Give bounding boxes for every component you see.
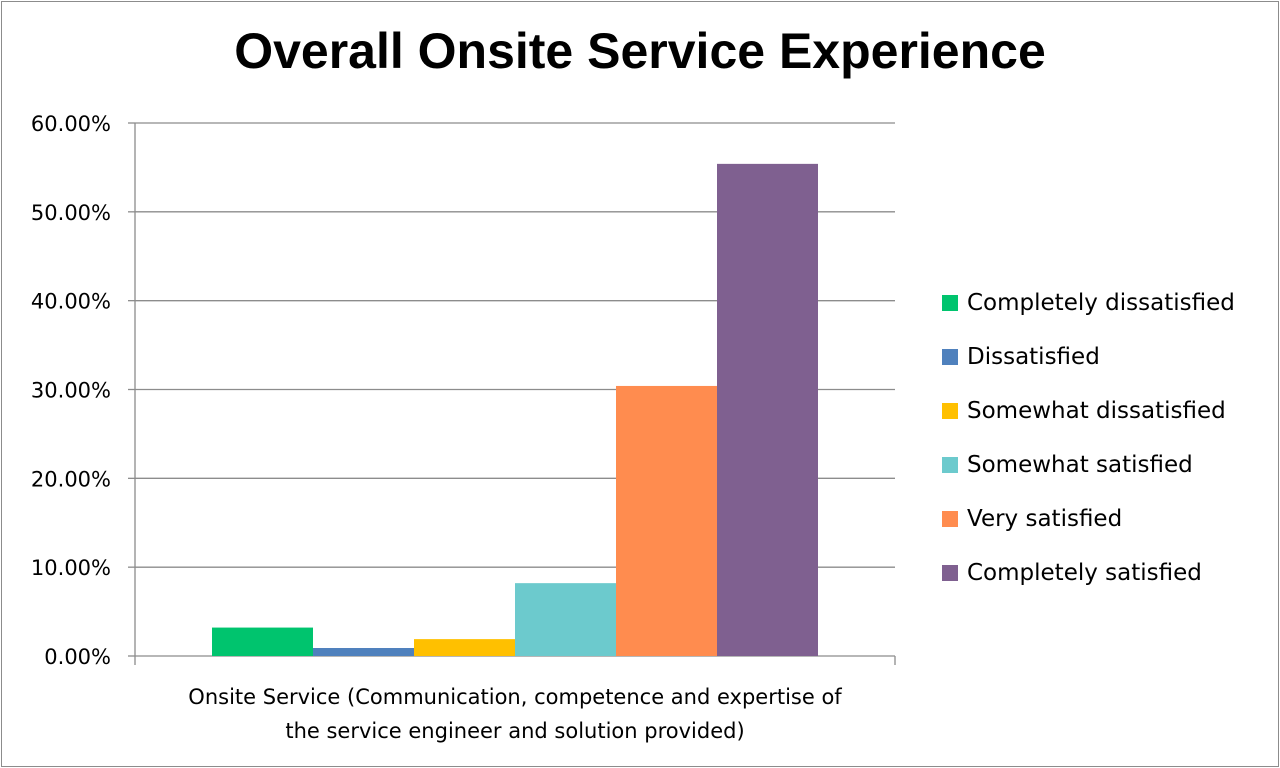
category-axis-label: Onsite Service (Communication, competenc… bbox=[120, 680, 910, 748]
legend-swatch bbox=[942, 565, 958, 581]
legend-item-completely-dissatisfied: Completely dissatisfied bbox=[942, 276, 1272, 330]
y-tick-label: 0.00% bbox=[44, 645, 111, 669]
legend-label: Completely dissatisfied bbox=[967, 290, 1235, 316]
legend-item-somewhat-dissatisfied: Somewhat dissatisfied bbox=[942, 384, 1272, 438]
chart-title: Overall Onsite Service Experience bbox=[234, 23, 1046, 79]
bar-somewhat-dissatisfied bbox=[414, 639, 515, 656]
y-tick-label: 30.00% bbox=[31, 379, 111, 403]
category-label-line-1: Onsite Service (Communication, competenc… bbox=[188, 685, 842, 709]
y-tick-label: 20.00% bbox=[31, 467, 111, 491]
chart-legend: Completely dissatisfied Dissatisfied Somew… bbox=[942, 276, 1272, 600]
legend-label: Completely satisfied bbox=[967, 560, 1202, 586]
bar-completely-satisfied bbox=[717, 163, 818, 656]
legend-swatch bbox=[942, 349, 958, 365]
y-tick-label: 60.00% bbox=[31, 112, 111, 136]
y-tick-label: 50.00% bbox=[31, 201, 111, 225]
legend-item-dissatisfied: Dissatisfied bbox=[942, 330, 1272, 384]
bar-completely-dissatisfied bbox=[212, 627, 313, 656]
bar-very-satisfied bbox=[616, 385, 717, 656]
legend-label: Somewhat dissatisfied bbox=[967, 398, 1226, 424]
y-tick-label: 10.00% bbox=[31, 556, 111, 580]
legend-label: Somewhat satisfied bbox=[967, 452, 1193, 478]
legend-item-very-satisfied: Very satisfied bbox=[942, 492, 1272, 546]
legend-swatch bbox=[942, 403, 958, 419]
legend-item-somewhat-satisfied: Somewhat satisfied bbox=[942, 438, 1272, 492]
category-label-line-2: the service engineer and solution provid… bbox=[285, 719, 745, 743]
legend-item-completely-satisfied: Completely satisfied bbox=[942, 546, 1272, 600]
legend-swatch bbox=[942, 295, 958, 311]
legend-label: Very satisfied bbox=[967, 506, 1123, 532]
legend-label: Dissatisfied bbox=[967, 344, 1100, 370]
legend-swatch bbox=[942, 511, 958, 527]
bar-somewhat-satisfied bbox=[515, 583, 616, 656]
bar-dissatisfied bbox=[313, 648, 414, 656]
y-tick-label: 40.00% bbox=[31, 290, 111, 314]
legend-swatch bbox=[942, 457, 958, 473]
